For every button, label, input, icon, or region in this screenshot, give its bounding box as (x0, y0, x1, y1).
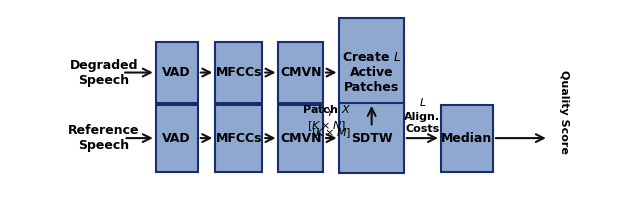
FancyBboxPatch shape (339, 18, 404, 128)
Text: Patch $X$: Patch $X$ (303, 103, 351, 115)
Text: CMVN: CMVN (280, 132, 321, 145)
FancyBboxPatch shape (156, 42, 198, 103)
FancyBboxPatch shape (215, 42, 262, 103)
Text: $[K \times M]$: $[K \times M]$ (311, 127, 351, 140)
Text: Degraded
Speech: Degraded Speech (70, 59, 138, 87)
Text: VAD: VAD (163, 132, 191, 145)
Text: MFCCs: MFCCs (216, 66, 262, 79)
Text: MFCCs: MFCCs (216, 132, 262, 145)
FancyBboxPatch shape (339, 103, 404, 173)
Text: SDTW: SDTW (351, 132, 392, 145)
Text: Create $L$
Active
Patches: Create $L$ Active Patches (342, 51, 401, 94)
Text: $Y$: $Y$ (326, 106, 336, 118)
Text: Median: Median (441, 132, 493, 145)
Text: Reference
Speech: Reference Speech (68, 124, 140, 152)
Text: VAD: VAD (163, 66, 191, 79)
Text: $[K \times N]$: $[K \times N]$ (307, 119, 346, 133)
Text: $L$: $L$ (419, 95, 426, 108)
FancyBboxPatch shape (278, 105, 323, 172)
Text: Align.
Costs: Align. Costs (404, 112, 440, 134)
FancyBboxPatch shape (156, 105, 198, 172)
FancyBboxPatch shape (215, 105, 262, 172)
Text: CMVN: CMVN (280, 66, 321, 79)
FancyBboxPatch shape (441, 105, 493, 172)
FancyBboxPatch shape (278, 42, 323, 103)
Text: Quality Score: Quality Score (559, 70, 568, 154)
